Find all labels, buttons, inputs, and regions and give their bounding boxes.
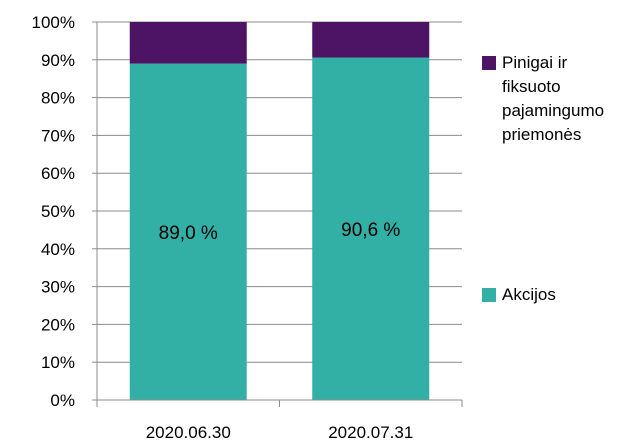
x-tick-label: 2020.07.31 (328, 423, 413, 441)
legend-label: priemonės (502, 125, 581, 144)
bars (129, 22, 430, 401)
y-tick-label: 30% (41, 278, 75, 297)
bar-segment (312, 57, 430, 400)
data-label: 89,0 % (159, 223, 218, 244)
y-tick-label: 40% (41, 240, 75, 259)
x-axis: 2020.06.30 2020.07.31 (96, 399, 463, 441)
y-tick-label: 0% (50, 391, 75, 410)
x-tick-label: 2020.06.30 (146, 423, 231, 441)
legend: Pinigai ir fiksuoto pajamingumo priemonės Ak… (482, 53, 604, 304)
bar-segment (129, 22, 247, 64)
legend-label: Pinigai ir (502, 53, 568, 72)
y-tick-label: 50% (41, 202, 75, 221)
y-tick-label: 100% (32, 13, 75, 32)
legend-label: fiksuoto (502, 77, 561, 96)
y-axis: 0% 10% 20% 30% 40% 50% 60% 70% 80% 90% 100% (32, 13, 98, 410)
legend-swatch (482, 56, 496, 70)
y-tick-label: 20% (41, 315, 75, 334)
bar-segment (129, 63, 247, 401)
bar-segment (312, 22, 430, 58)
y-tick-label: 80% (41, 89, 75, 108)
legend-swatch (482, 288, 496, 302)
y-tick-label: 70% (41, 126, 75, 145)
legend-label: pajamingumo (502, 101, 604, 120)
y-tick-label: 10% (41, 353, 75, 372)
y-tick-label: 90% (41, 51, 75, 70)
legend-label: Akcijos (502, 285, 556, 304)
data-label: 90,6 % (341, 220, 400, 241)
data-labels: 89,0 % 90,6 % (159, 220, 401, 244)
y-tick-label: 60% (41, 164, 75, 183)
